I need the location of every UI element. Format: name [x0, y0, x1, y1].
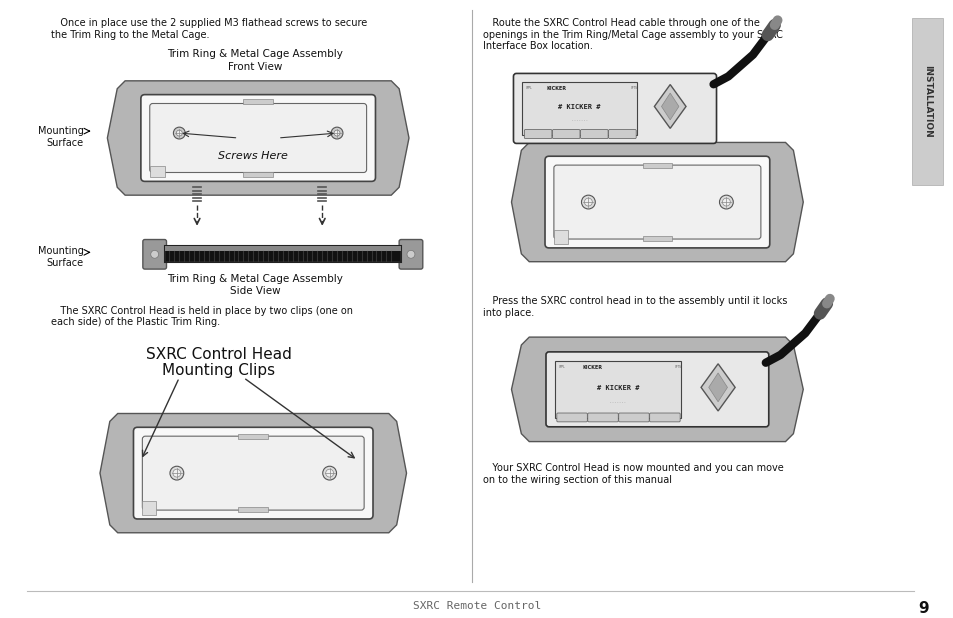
Circle shape: [719, 195, 733, 209]
Text: KICKER: KICKER: [546, 86, 566, 91]
Text: Surface: Surface: [47, 138, 84, 148]
Bar: [554, 230, 567, 244]
Polygon shape: [108, 81, 409, 195]
Bar: [555, 361, 679, 418]
Polygon shape: [100, 413, 406, 533]
FancyBboxPatch shape: [579, 130, 607, 138]
Text: XPPL: XPPL: [526, 87, 533, 90]
FancyBboxPatch shape: [150, 103, 366, 172]
Text: Screws Here: Screws Here: [218, 151, 288, 161]
Text: SXRC Control Head: SXRC Control Head: [146, 347, 292, 362]
Circle shape: [151, 250, 158, 258]
FancyBboxPatch shape: [143, 240, 167, 269]
Text: # KICKER #: # KICKER #: [558, 104, 600, 111]
Text: XPTS: XPTS: [674, 365, 681, 369]
Text: KICKER: KICKER: [582, 365, 602, 370]
Circle shape: [325, 469, 334, 477]
Polygon shape: [511, 142, 802, 261]
Text: Your SXRC Control Head is now mounted and you can move: Your SXRC Control Head is now mounted an…: [482, 464, 782, 473]
Bar: [642, 236, 672, 241]
Bar: [642, 163, 672, 168]
Text: Mounting Clips: Mounting Clips: [162, 363, 275, 378]
Text: The SXRC Control Head is held in place by two clips (one on: The SXRC Control Head is held in place b…: [51, 305, 353, 316]
Polygon shape: [511, 337, 802, 442]
Text: SXRC Remote Control: SXRC Remote Control: [413, 601, 540, 611]
Text: Front View: Front View: [228, 62, 282, 72]
FancyBboxPatch shape: [524, 130, 552, 138]
FancyBboxPatch shape: [133, 427, 373, 519]
Text: on to the wiring section of this manual: on to the wiring section of this manual: [482, 475, 671, 485]
Text: the Trim Ring to the Metal Cage.: the Trim Ring to the Metal Cage.: [51, 30, 210, 40]
Text: Trim Ring & Metal Cage Assembly: Trim Ring & Metal Cage Assembly: [167, 49, 343, 59]
Polygon shape: [660, 93, 679, 120]
Bar: [238, 434, 268, 439]
Polygon shape: [708, 373, 727, 402]
FancyBboxPatch shape: [141, 95, 375, 181]
Bar: [522, 82, 636, 135]
Circle shape: [584, 198, 592, 206]
Bar: [243, 172, 273, 177]
Text: 9: 9: [917, 601, 928, 616]
Circle shape: [581, 195, 595, 209]
Bar: [164, 247, 400, 262]
Bar: [150, 166, 164, 177]
Text: Route the SXRC Control Head cable through one of the: Route the SXRC Control Head cable throug…: [482, 18, 759, 28]
Text: - - - - - - -: - - - - - - -: [571, 118, 587, 122]
Text: Mounting: Mounting: [38, 247, 84, 256]
Circle shape: [176, 130, 182, 136]
FancyBboxPatch shape: [608, 130, 636, 138]
Circle shape: [322, 466, 336, 480]
FancyBboxPatch shape: [649, 413, 679, 422]
Circle shape: [407, 250, 415, 258]
FancyBboxPatch shape: [557, 413, 587, 422]
Text: Mounting: Mounting: [38, 126, 84, 136]
Text: Once in place use the 2 supplied M3 flathead screws to secure: Once in place use the 2 supplied M3 flat…: [51, 18, 367, 28]
Text: XPTS: XPTS: [630, 87, 638, 90]
Text: # KICKER #: # KICKER #: [596, 385, 639, 391]
FancyBboxPatch shape: [398, 240, 422, 269]
FancyBboxPatch shape: [513, 74, 716, 143]
Polygon shape: [654, 85, 685, 129]
Circle shape: [721, 198, 730, 206]
Text: INSTALLATION: INSTALLATION: [922, 65, 931, 138]
Circle shape: [334, 130, 339, 136]
FancyBboxPatch shape: [618, 413, 649, 422]
Text: openings in the Trim Ring/Metal Cage assembly to your SXRC: openings in the Trim Ring/Metal Cage ass…: [482, 30, 782, 40]
Text: XPPL: XPPL: [558, 365, 565, 369]
Text: each side) of the Plastic Trim Ring.: each side) of the Plastic Trim Ring.: [51, 318, 220, 328]
Circle shape: [331, 127, 342, 139]
Text: Interface Box location.: Interface Box location.: [482, 41, 592, 51]
FancyBboxPatch shape: [554, 165, 760, 239]
Text: - - - - - - -: - - - - - - -: [609, 400, 625, 404]
Bar: [243, 98, 273, 104]
FancyBboxPatch shape: [587, 413, 618, 422]
Text: Trim Ring & Metal Cage Assembly: Trim Ring & Metal Cage Assembly: [167, 274, 343, 284]
Circle shape: [170, 466, 184, 480]
Polygon shape: [700, 364, 735, 411]
Text: Surface: Surface: [47, 258, 84, 268]
Circle shape: [173, 127, 185, 139]
Text: Side View: Side View: [230, 286, 280, 296]
FancyBboxPatch shape: [544, 156, 769, 248]
Text: Press the SXRC control head in to the assembly until it locks: Press the SXRC control head in to the as…: [482, 295, 786, 306]
Circle shape: [172, 469, 181, 477]
FancyBboxPatch shape: [545, 352, 768, 427]
FancyBboxPatch shape: [552, 130, 579, 138]
Text: into place.: into place.: [482, 308, 534, 318]
FancyBboxPatch shape: [142, 436, 364, 510]
Bar: [142, 501, 156, 515]
Bar: [238, 507, 268, 512]
Bar: [164, 247, 400, 251]
Bar: [911, 18, 943, 185]
